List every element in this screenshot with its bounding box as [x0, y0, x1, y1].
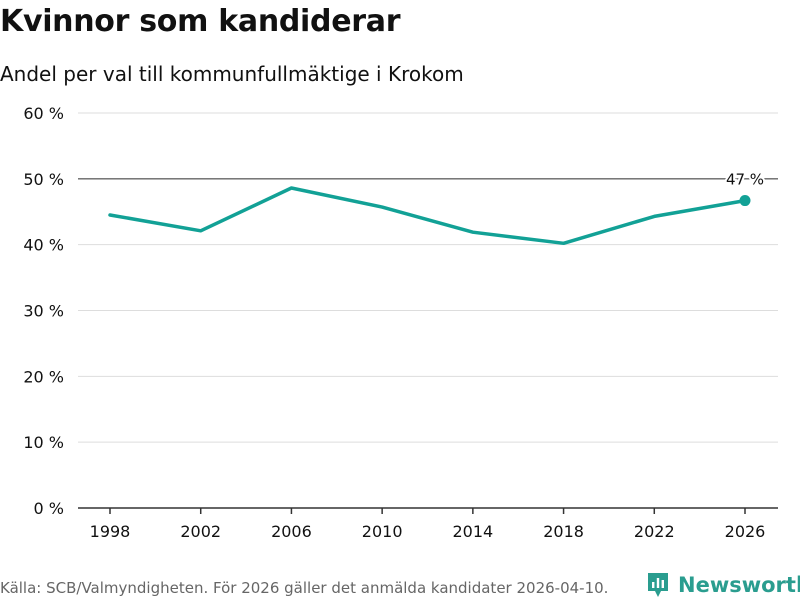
y-tick-label: 20 % [23, 367, 64, 386]
x-tick-label: 2006 [271, 522, 312, 541]
end-value-label: 47 % [726, 171, 764, 189]
y-tick-label: 10 % [23, 433, 64, 452]
x-tick-label: 1998 [90, 522, 131, 541]
x-tick-label: 2014 [452, 522, 493, 541]
y-tick-label: 50 % [23, 170, 64, 189]
x-tick-label: 2010 [362, 522, 403, 541]
y-tick-label: 0 % [34, 499, 64, 518]
y-tick-label: 30 % [23, 302, 64, 321]
chart-subtitle: Andel per val till kommunfullmäktige i K… [0, 62, 464, 86]
brand-name: Newsworthy [678, 573, 800, 597]
x-tick-label: 2022 [634, 522, 675, 541]
y-tick-label: 60 % [23, 104, 64, 123]
source-note: Källa: SCB/Valmyndigheten. För 2026 gäll… [0, 579, 609, 597]
x-tick-label: 2026 [725, 522, 766, 541]
y-tick-label: 40 % [23, 236, 64, 255]
newsworthy-icon [648, 573, 668, 597]
x-tick-label: 2018 [543, 522, 584, 541]
series-line [108, 186, 747, 246]
chart-title: Kvinnor som kandiderar [0, 4, 401, 39]
end-point-marker [739, 195, 751, 207]
x-tick-label: 2002 [180, 522, 221, 541]
brand-logo[interactable]: Newsworthy [646, 570, 800, 600]
